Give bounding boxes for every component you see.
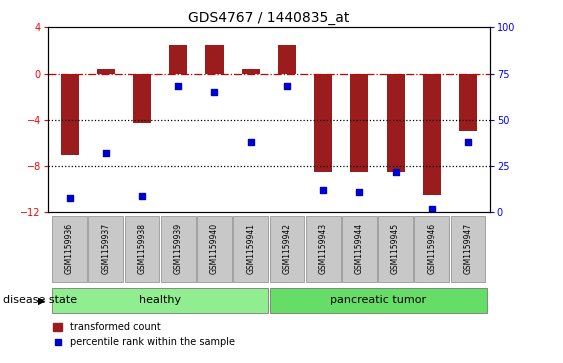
Bar <box>205 45 224 73</box>
Point <box>319 187 328 193</box>
Bar <box>342 216 377 282</box>
Bar <box>387 73 405 172</box>
Text: GSM1159938: GSM1159938 <box>137 223 146 274</box>
Point <box>246 139 255 145</box>
Bar <box>52 216 87 282</box>
Bar <box>133 73 151 123</box>
Bar <box>61 73 79 155</box>
Bar <box>278 45 296 73</box>
Bar <box>423 73 441 195</box>
Bar <box>270 216 305 282</box>
Text: GSM1159939: GSM1159939 <box>174 223 183 274</box>
Title: GDS4767 / 1440835_at: GDS4767 / 1440835_at <box>188 11 350 25</box>
Point <box>283 83 292 89</box>
Bar <box>233 216 268 282</box>
Bar <box>378 216 413 282</box>
Text: GSM1159945: GSM1159945 <box>391 223 400 274</box>
Bar <box>314 73 332 172</box>
Text: GSM1159946: GSM1159946 <box>427 223 436 274</box>
Point <box>427 206 436 212</box>
Text: GSM1159937: GSM1159937 <box>101 223 110 274</box>
Point <box>391 169 400 175</box>
Text: GSM1159941: GSM1159941 <box>246 223 255 274</box>
Point <box>101 150 110 156</box>
Text: GSM1159936: GSM1159936 <box>65 223 74 274</box>
Bar <box>414 216 449 282</box>
Point <box>463 139 472 145</box>
Text: ▶: ▶ <box>38 295 45 305</box>
Text: GSM1159940: GSM1159940 <box>210 223 219 274</box>
Bar <box>169 45 187 73</box>
Bar <box>88 216 123 282</box>
Bar <box>350 73 368 172</box>
Text: disease state: disease state <box>3 295 77 305</box>
Bar <box>459 73 477 131</box>
Bar <box>270 288 487 313</box>
Bar <box>161 216 196 282</box>
Text: GSM1159944: GSM1159944 <box>355 223 364 274</box>
Bar <box>52 288 268 313</box>
Text: GSM1159943: GSM1159943 <box>319 223 328 274</box>
Point <box>65 195 74 200</box>
Bar <box>242 69 260 73</box>
Legend: transformed count, percentile rank within the sample: transformed count, percentile rank withi… <box>53 322 235 347</box>
Point <box>210 89 219 95</box>
Bar <box>451 216 485 282</box>
Text: GSM1159942: GSM1159942 <box>283 223 292 274</box>
Bar <box>197 216 232 282</box>
Text: pancreatic tumor: pancreatic tumor <box>330 295 426 305</box>
Point <box>137 193 146 199</box>
Text: healthy: healthy <box>139 295 181 305</box>
Point <box>355 189 364 195</box>
Point <box>174 83 183 89</box>
Bar <box>124 216 159 282</box>
Bar <box>97 69 115 73</box>
Text: GSM1159947: GSM1159947 <box>463 223 472 274</box>
Bar <box>306 216 341 282</box>
